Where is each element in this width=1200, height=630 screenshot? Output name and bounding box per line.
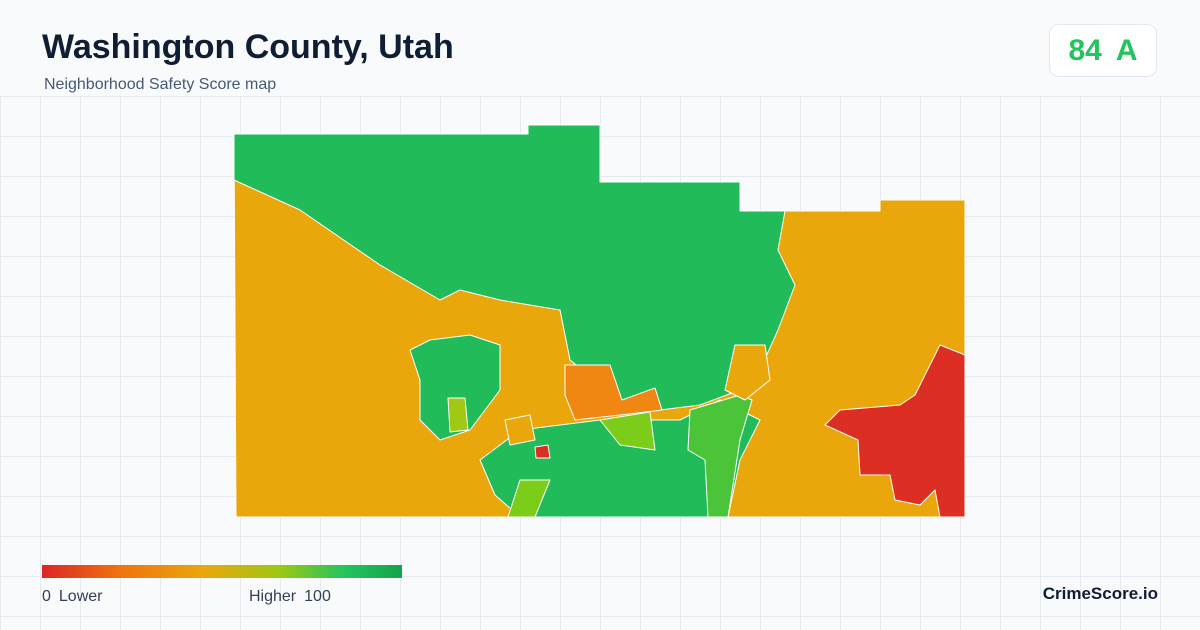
region <box>447 397 469 433</box>
score-value: 84 <box>1068 33 1102 67</box>
score-grade: A <box>1115 33 1138 67</box>
region <box>409 334 501 441</box>
legend-gradient <box>42 565 402 578</box>
region <box>724 344 771 401</box>
region <box>507 479 551 518</box>
legend-max: 100 <box>304 588 331 605</box>
region <box>504 414 536 446</box>
legend-low: 0 Lower <box>42 588 102 606</box>
legend-min-label: Lower <box>58 588 103 605</box>
brand: CrimeScore.io <box>1042 584 1158 603</box>
region <box>564 364 663 421</box>
score-badge: 84 A <box>1049 24 1157 77</box>
legend-high: Higher 100 <box>249 588 331 606</box>
legend-max-label: Higher <box>249 588 297 605</box>
region <box>599 411 656 451</box>
region <box>534 444 551 459</box>
region <box>824 344 966 518</box>
subtitle: Neighborhood Safety Score map <box>44 76 277 93</box>
legend-min: 0 <box>42 588 51 605</box>
title: Washington County, Utah <box>42 28 454 66</box>
